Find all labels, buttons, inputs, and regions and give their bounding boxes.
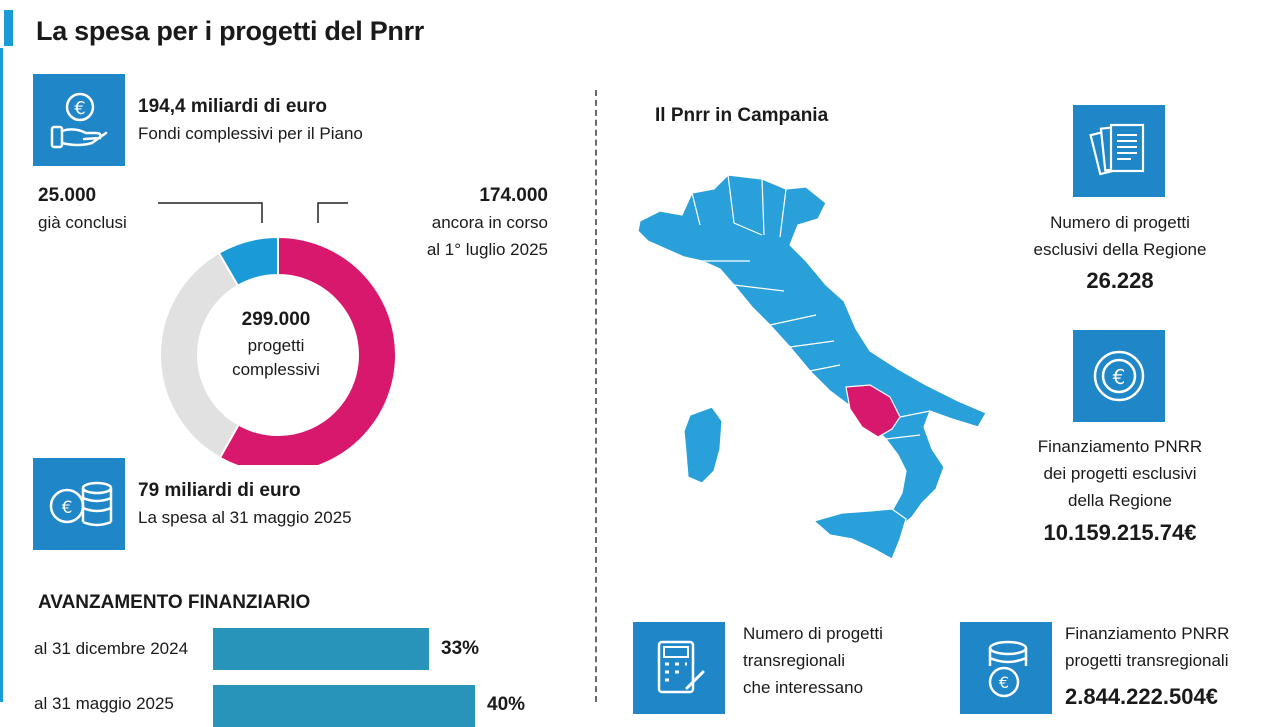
funding-label-1: Finanziamento PNRR [1037,437,1203,456]
progress-title: AVANZAMENTO FINANZIARIO [38,592,311,613]
donut-slice-other [159,251,240,460]
spending-amount: 79 miliardi di euro [138,480,301,501]
trans-label-1: Numero di progetti [743,624,883,643]
funding-label-3: della Regione [1068,491,1172,510]
italy-map [637,174,987,560]
donut-center-label-2: complessivi [232,360,320,379]
trans-fund-value: 2.844.222.504€ [1065,684,1218,709]
coins-icon: € [33,458,125,550]
svg-text:€: € [74,98,85,119]
calculator-icon [633,622,725,714]
donut-chart [158,202,397,465]
progress-bar-1 [213,628,429,670]
euro-coin-icon: € [1073,330,1165,422]
campania-title: Il Pnrr in Campania [655,105,829,126]
svg-text:€: € [1113,365,1126,389]
sardinia [683,406,723,484]
funds-label: Fondi complessivi per il Piano [138,124,363,143]
funds-amount: 194,4 miliardi di euro [138,96,328,117]
trans-label-2: transregionali [743,651,846,670]
trans-label-3: che interessano [743,678,864,697]
svg-text:€: € [62,498,73,518]
euro-hand-icon: € [33,74,125,166]
page-title: La spesa per i progetti del Pnrr [36,16,425,46]
progress-row-pct-2: 40% [487,694,526,715]
campania-region [845,384,901,438]
sicily [812,508,907,560]
funding-value: 10.159.215.74€ [1043,520,1197,545]
concluded-label: già conclusi [38,213,127,232]
progress-row-pct-1: 33% [441,638,480,659]
documents-icon [1073,105,1165,197]
column-divider [595,90,597,702]
donut-center-label-1: progetti [247,336,305,355]
ongoing-value: 174.000 [479,185,548,206]
trans-fund-label-2: progetti transregionali [1065,651,1229,670]
italy-mainland [637,174,987,528]
progress-row-label-1: al 31 dicembre 2024 [34,639,189,658]
svg-text:€: € [999,673,1009,692]
concluded-leader-line [158,202,263,223]
funding-label-2: dei progetti esclusivi [1043,464,1197,483]
trans-fund-label-1: Finanziamento PNRR [1065,624,1230,643]
projects-label-1: Numero di progetti [1050,213,1190,232]
coins-stack-icon: € [960,622,1052,714]
region-borders [691,174,931,440]
spending-label: La spesa al 31 maggio 2025 [138,508,352,527]
projects-value: 26.228 [1086,268,1154,293]
left-accent-border [0,48,3,702]
title-accent [4,10,13,46]
ongoing-label-2: al 1° luglio 2025 [426,240,548,259]
donut-slice-ongoing [218,235,397,465]
ongoing-leader-line [317,202,348,223]
donut-center-value: 299.000 [241,309,311,330]
progress-bar-2 [213,685,475,727]
ongoing-label-1: ancora in corso [431,213,548,232]
progress-row-label-2: al 31 maggio 2025 [34,694,174,713]
projects-label-2: esclusivi della Regione [1033,240,1207,259]
concluded-value: 25.000 [38,185,97,206]
